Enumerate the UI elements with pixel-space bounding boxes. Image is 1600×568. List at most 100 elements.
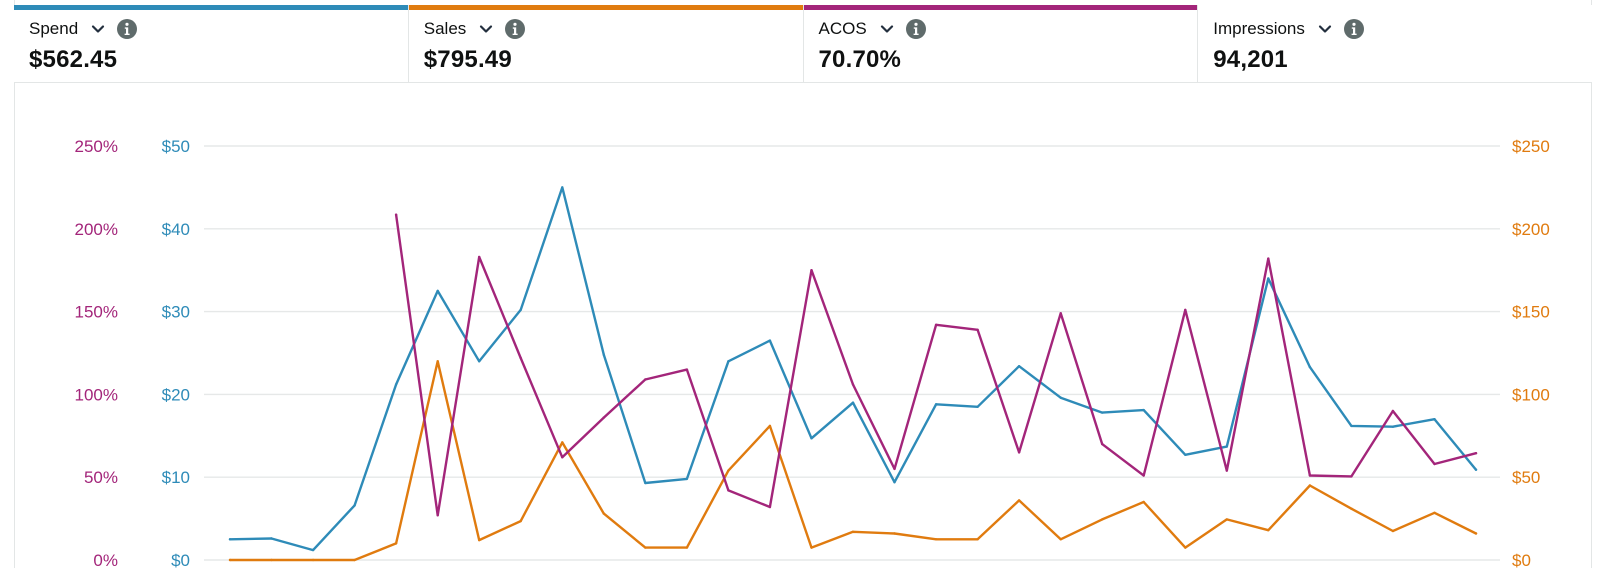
acos-data-point: [893, 467, 896, 471]
acos-tick-label: 200%: [75, 220, 118, 239]
spend-tick-label: $20: [162, 385, 190, 404]
spend-data-point: [394, 383, 398, 386]
acos-tick-label: 100%: [75, 385, 118, 404]
spend-data-point: [478, 360, 481, 363]
sales-data-point: [270, 558, 273, 562]
acos-data-point: [1017, 451, 1021, 454]
metric-tile-acos[interactable]: ACOS 70.70%: [802, 5, 1198, 82]
metric-label: Sales: [423, 19, 467, 38]
acos-data-point: [644, 378, 647, 381]
metric-label: Spend: [29, 19, 79, 38]
chevron-down-icon[interactable]: [478, 21, 494, 37]
acos-data-point: [1350, 475, 1353, 478]
spend-data-point: [851, 401, 855, 404]
spend-data-point: [353, 504, 356, 507]
spend-data-point: [810, 437, 813, 440]
spend-data-point: [519, 308, 522, 312]
sales-series-line: [228, 360, 1478, 562]
sales-data-point: [1350, 507, 1353, 510]
acos-data-point: [851, 383, 855, 386]
spend-data-point: [1391, 425, 1395, 428]
spend-data-point: [1225, 445, 1229, 448]
sales-data-point: [1225, 518, 1229, 521]
sales-data-point: [1474, 532, 1478, 535]
acos-data-point: [1225, 469, 1229, 472]
info-icon[interactable]: [905, 18, 927, 40]
spend-data-point: [685, 477, 689, 481]
info-icon[interactable]: [1343, 18, 1365, 40]
sales-data-point: [1267, 529, 1270, 532]
spend-data-point: [1142, 408, 1145, 412]
acos-data-point: [1267, 257, 1270, 260]
sales-tick-label: $150: [1512, 303, 1550, 322]
sales-data-point: [436, 360, 439, 363]
metric-tile-impressions[interactable]: Impressions 94,201: [1197, 5, 1592, 82]
acos-data-point: [934, 323, 938, 326]
metric-color-bar: [408, 5, 803, 10]
spend-tick-label: $10: [162, 468, 190, 487]
acos-data-point: [602, 416, 605, 419]
spend-tick-label: $30: [162, 303, 190, 322]
acos-data-point: [810, 269, 813, 272]
sales-data-point: [1433, 511, 1436, 514]
acos-tick-label: 250%: [75, 137, 118, 156]
acos-data-point: [685, 368, 689, 371]
sales-data-point: [644, 546, 647, 549]
spend-data-point: [934, 403, 938, 406]
metric-tile-sales[interactable]: Sales $795.49: [407, 5, 803, 82]
sales-data-point: [394, 542, 398, 545]
spend-data-point: [1267, 277, 1270, 280]
spend-data-point: [976, 405, 979, 408]
chevron-down-icon[interactable]: [1317, 21, 1333, 37]
spend-data-point: [311, 548, 315, 552]
sales-data-point: [1184, 546, 1187, 549]
spend-data-point: [1474, 468, 1478, 471]
metric-value: $795.49: [423, 46, 512, 73]
sales-data-point: [1142, 500, 1145, 504]
spend-data-point: [602, 353, 605, 356]
sales-data-point: [1308, 484, 1312, 487]
metric-color-bar: [803, 5, 1198, 10]
sales-data-point: [1059, 538, 1062, 541]
spend-data-point: [768, 339, 772, 342]
spend-data-point: [1433, 418, 1436, 421]
info-icon[interactable]: [116, 18, 138, 40]
spend-data-point: [270, 537, 273, 540]
sales-data-point: [519, 519, 522, 523]
acos-data-point: [519, 356, 522, 360]
acos-data-point: [976, 328, 979, 331]
sales-tick-label: $50: [1512, 468, 1540, 487]
acos-data-point: [1101, 442, 1104, 446]
sales-data-point: [727, 469, 730, 472]
sales-tick-label: $100: [1512, 385, 1550, 404]
chevron-down-icon[interactable]: [90, 21, 106, 37]
spend-tick-label: $0: [171, 551, 190, 568]
chart-panel: [14, 0, 1592, 568]
sales-data-point: [893, 532, 896, 535]
spend-data-point: [1350, 424, 1353, 428]
acos-data-point: [1474, 452, 1478, 455]
metric-tile-spend[interactable]: Spend $562.45: [14, 5, 408, 82]
sales-data-point: [810, 546, 813, 549]
acos-data-point: [768, 505, 772, 509]
acos-data-point: [1308, 474, 1312, 477]
spend-data-point: [1308, 365, 1312, 369]
spend-data-point: [727, 360, 730, 363]
info-icon[interactable]: [504, 18, 526, 40]
spend-data-point: [893, 481, 896, 484]
acos-data-point: [1142, 474, 1145, 477]
acos-data-point: [394, 213, 398, 216]
acos-series-line: [394, 213, 1478, 517]
sales-tick-label: $250: [1512, 137, 1550, 156]
metric-value: 94,201: [1213, 46, 1288, 73]
metric-value: $562.45: [29, 46, 118, 73]
metric-label: Impressions: [1213, 19, 1305, 38]
spend-data-point: [436, 289, 439, 293]
chevron-down-icon[interactable]: [879, 21, 895, 37]
spend-data-point: [644, 481, 647, 485]
acos-tick-label: 50%: [84, 468, 118, 487]
sales-data-point: [851, 530, 855, 533]
metric-label: ACOS: [818, 19, 867, 38]
acos-tick-label: 0%: [93, 551, 118, 568]
sales-data-point: [976, 538, 979, 541]
